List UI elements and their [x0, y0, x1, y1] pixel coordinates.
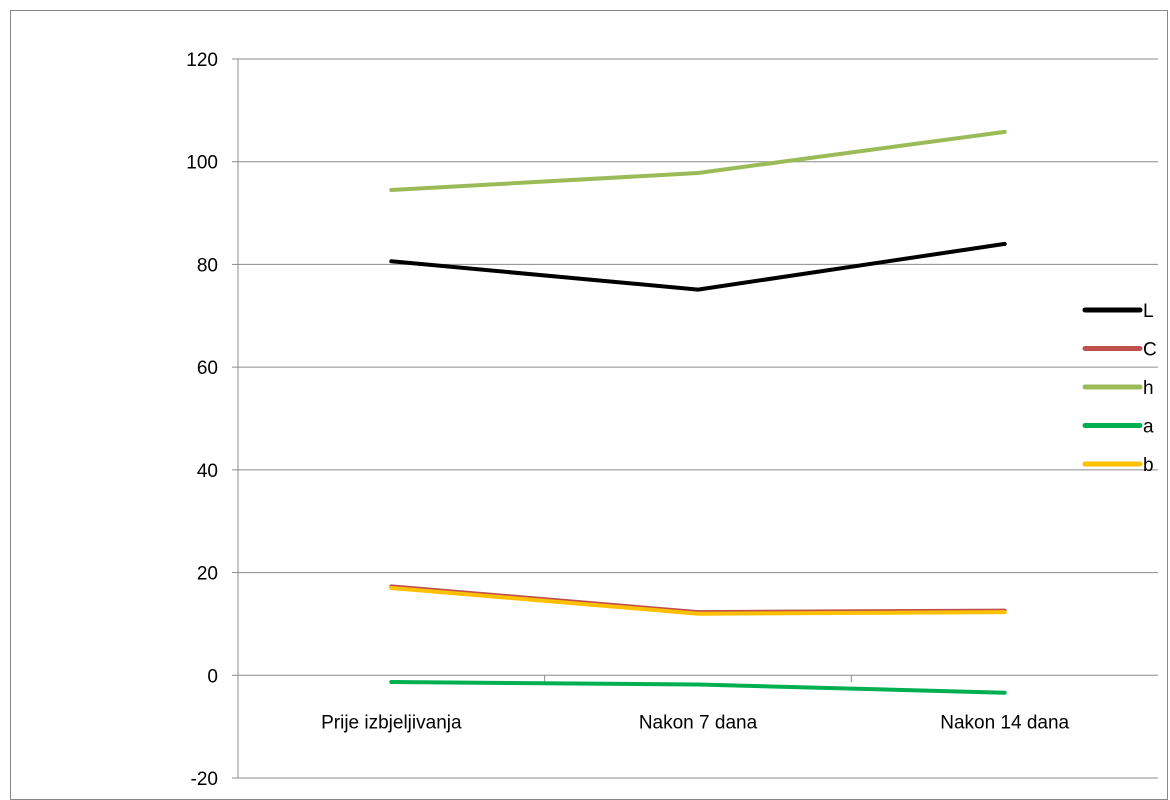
y-tick-label: 0 — [207, 666, 218, 687]
legend-label-h: h — [1143, 378, 1154, 399]
x-tick-label: Prije izbjeljivanja — [321, 712, 462, 733]
y-tick-label: 40 — [197, 461, 218, 482]
series-line-h — [389, 129, 1007, 192]
y-tick-label: 60 — [197, 358, 218, 379]
legend-label-C: C — [1143, 340, 1157, 361]
y-tick-label: -20 — [191, 769, 218, 787]
series-lines — [389, 129, 1007, 695]
x-tick-labels: Prije izbjeljivanja Nakon 7 dana Nakon 14 … — [321, 712, 1069, 733]
axes — [232, 58, 1158, 779]
y-tick-label: 80 — [197, 255, 218, 276]
y-tick-label: 120 — [186, 50, 218, 71]
legend-label-L: L — [1143, 301, 1154, 322]
gridlines — [238, 58, 1158, 779]
x-tick-label: Nakon 7 dana — [639, 712, 758, 733]
y-tick-label: 100 — [186, 153, 218, 174]
y-tick-labels: -20 0 20 40 60 80 100 120 — [186, 50, 218, 787]
series-line-C — [389, 584, 1007, 615]
series-line-a — [389, 680, 1007, 695]
x-tick-label: Nakon 14 dana — [940, 712, 1069, 733]
legend-label-a: a — [1143, 417, 1154, 438]
series-line-L — [389, 241, 1007, 292]
chart-frame — [10, 10, 1168, 800]
legend-label-b: b — [1143, 455, 1154, 476]
y-tick-label: 20 — [197, 564, 218, 585]
series-line-b — [389, 586, 1007, 616]
